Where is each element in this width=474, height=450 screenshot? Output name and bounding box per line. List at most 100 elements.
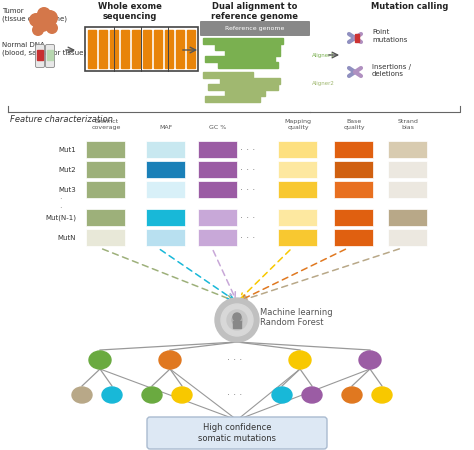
Text: MutN: MutN: [57, 235, 76, 241]
Bar: [47, 50, 53, 60]
Circle shape: [221, 304, 253, 336]
Ellipse shape: [102, 387, 122, 403]
Text: Strand
bias: Strand bias: [398, 119, 419, 130]
Ellipse shape: [289, 351, 311, 369]
Text: Reference genome: Reference genome: [225, 26, 285, 31]
FancyBboxPatch shape: [86, 141, 126, 158]
Circle shape: [42, 10, 58, 26]
FancyBboxPatch shape: [86, 230, 126, 247]
FancyBboxPatch shape: [279, 210, 318, 226]
Text: · · ·: · · ·: [240, 213, 255, 223]
Ellipse shape: [359, 351, 381, 369]
FancyBboxPatch shape: [279, 162, 318, 179]
Ellipse shape: [72, 387, 92, 403]
FancyBboxPatch shape: [199, 162, 237, 179]
FancyBboxPatch shape: [200, 21, 310, 36]
Ellipse shape: [342, 387, 362, 403]
Ellipse shape: [172, 387, 192, 403]
Text: Whole exome
sequencing: Whole exome sequencing: [98, 2, 162, 22]
Circle shape: [232, 315, 242, 325]
FancyBboxPatch shape: [36, 45, 45, 68]
FancyBboxPatch shape: [279, 230, 318, 247]
Ellipse shape: [372, 387, 392, 403]
FancyBboxPatch shape: [389, 162, 428, 179]
Text: Base
quality: Base quality: [343, 119, 365, 130]
Bar: [233, 321, 241, 328]
Circle shape: [29, 13, 43, 27]
Text: · · ·: · · ·: [240, 185, 255, 195]
Bar: [218, 62, 278, 68]
Text: GC %: GC %: [210, 125, 227, 130]
Text: Aligner1: Aligner1: [312, 53, 335, 58]
Bar: [85, 27, 198, 71]
FancyBboxPatch shape: [335, 141, 374, 158]
Text: · · ·: · · ·: [228, 390, 243, 400]
FancyBboxPatch shape: [146, 230, 185, 247]
FancyBboxPatch shape: [86, 210, 126, 226]
Text: Aligner2: Aligner2: [312, 81, 335, 86]
Bar: [37, 50, 43, 60]
FancyBboxPatch shape: [146, 210, 185, 226]
FancyBboxPatch shape: [146, 162, 185, 179]
FancyBboxPatch shape: [199, 141, 237, 158]
Text: Distinct
coverage: Distinct coverage: [91, 119, 121, 130]
Text: Dual alignment to
reference genome: Dual alignment to reference genome: [211, 2, 299, 22]
Bar: [225, 90, 265, 96]
FancyBboxPatch shape: [147, 417, 327, 449]
Bar: [205, 96, 260, 102]
Circle shape: [46, 22, 58, 34]
Bar: [215, 44, 280, 50]
FancyBboxPatch shape: [389, 141, 428, 158]
Bar: [208, 84, 278, 90]
FancyBboxPatch shape: [335, 210, 374, 226]
Text: Mutation calling: Mutation calling: [371, 2, 449, 11]
FancyBboxPatch shape: [279, 181, 318, 198]
Text: ·
·
·: · · ·: [59, 186, 61, 213]
FancyBboxPatch shape: [389, 210, 428, 226]
Circle shape: [215, 298, 259, 342]
Bar: [187, 30, 195, 68]
FancyBboxPatch shape: [146, 181, 185, 198]
Bar: [205, 56, 275, 62]
FancyBboxPatch shape: [86, 181, 126, 198]
FancyBboxPatch shape: [389, 181, 428, 198]
Text: Mut2: Mut2: [58, 167, 76, 173]
Circle shape: [37, 7, 51, 21]
Text: Mut1: Mut1: [58, 147, 76, 153]
Text: · · ·: · · ·: [228, 355, 243, 365]
FancyBboxPatch shape: [335, 230, 374, 247]
FancyBboxPatch shape: [46, 45, 55, 68]
Text: Tumor
(tissue or cell line): Tumor (tissue or cell line): [2, 8, 67, 22]
Text: Mut(N-1): Mut(N-1): [45, 215, 76, 221]
Circle shape: [233, 313, 241, 321]
Text: · · ·: · · ·: [240, 145, 255, 155]
Text: Mapping
quality: Mapping quality: [284, 119, 311, 130]
FancyBboxPatch shape: [389, 230, 428, 247]
FancyBboxPatch shape: [279, 141, 318, 158]
Text: Machine learning
Random Forest: Machine learning Random Forest: [260, 308, 333, 328]
Text: · · ·: · · ·: [240, 165, 255, 175]
Text: Feature characterization: Feature characterization: [10, 115, 113, 124]
Text: Mut3: Mut3: [58, 187, 76, 193]
Bar: [143, 30, 151, 68]
Bar: [220, 78, 280, 84]
Bar: [110, 30, 118, 68]
Ellipse shape: [302, 387, 322, 403]
Text: Normal DNA
(blood, saliva, or tissue): Normal DNA (blood, saliva, or tissue): [2, 42, 86, 55]
Bar: [88, 30, 96, 68]
Bar: [165, 30, 173, 68]
Circle shape: [227, 310, 247, 330]
Ellipse shape: [272, 387, 292, 403]
Circle shape: [32, 24, 44, 36]
Bar: [99, 30, 107, 68]
FancyBboxPatch shape: [199, 210, 237, 226]
FancyBboxPatch shape: [199, 230, 237, 247]
Ellipse shape: [89, 351, 111, 369]
FancyBboxPatch shape: [199, 181, 237, 198]
Text: MAF: MAF: [159, 125, 173, 130]
Ellipse shape: [142, 387, 162, 403]
Bar: [154, 30, 162, 68]
Circle shape: [32, 12, 52, 32]
Bar: [176, 30, 184, 68]
FancyBboxPatch shape: [335, 162, 374, 179]
